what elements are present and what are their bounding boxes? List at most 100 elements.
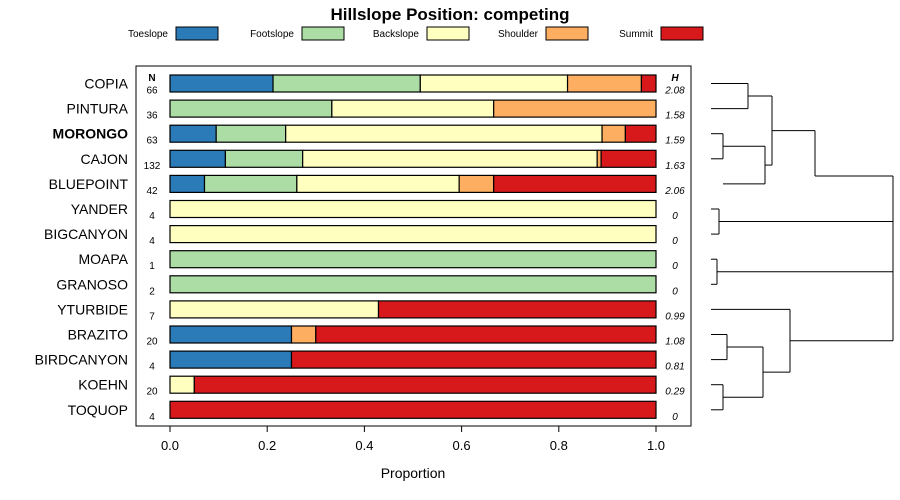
- n-value: 36: [146, 111, 158, 122]
- n-value: 20: [146, 337, 158, 348]
- legend-swatch-summit: [660, 26, 704, 41]
- legend: Toeslope Footslope Backslope Shoulder Summit: [128, 26, 704, 41]
- n-value: 4: [149, 362, 155, 373]
- n-value: 132: [144, 161, 161, 172]
- legend-swatch-shoulder: [545, 26, 589, 41]
- bar-segment-summit: [640, 74, 657, 93]
- bar-segment-toeslope: [169, 74, 274, 93]
- row-yander: YANDER 4 0: [71, 199, 678, 222]
- h-value: 0: [672, 412, 678, 423]
- row-moapa: MOAPA 1 0: [78, 250, 678, 272]
- plot-frame: [135, 65, 692, 427]
- bar-segment-footslope: [169, 99, 333, 118]
- dendrogram: [711, 83, 894, 411]
- row-birdcanyon: BIRDCANYON 4 0.81: [35, 350, 685, 373]
- n-column-header: N: [148, 73, 155, 84]
- x-tick-label: 0.0: [161, 438, 179, 453]
- n-value: 42: [146, 186, 158, 197]
- h-value: 0.29: [665, 387, 685, 398]
- bar-segment-backslope: [169, 375, 195, 394]
- legend-label-shoulder: Shoulder: [498, 29, 539, 40]
- n-value: 63: [146, 136, 158, 147]
- legend-label-summit: Summit: [619, 29, 653, 40]
- bar-segment-summit: [193, 375, 657, 394]
- bar-segment-summit: [600, 149, 657, 168]
- bar-segment-shoulder: [290, 325, 317, 344]
- x-tick-label: 0.6: [453, 438, 471, 453]
- row-bigcanyon: BIGCANYON 4 0: [44, 225, 678, 247]
- row-morongo: MORONGO 63 1.59: [53, 124, 685, 147]
- legend-label-footslope: Footslope: [250, 29, 294, 40]
- n-value: 20: [146, 387, 158, 398]
- legend-swatch-backslope: [426, 26, 470, 41]
- row-copia: COPIA 66 2.08: [84, 74, 685, 97]
- legend-label-toeslope: Toeslope: [128, 29, 168, 40]
- bar-segment-footslope: [272, 74, 421, 93]
- row-granoso: GRANOSO 2 0: [56, 275, 678, 297]
- x-tick-label: 0.8: [550, 438, 568, 453]
- bar-segment-summit: [377, 300, 657, 319]
- series-label: PINTURA: [67, 101, 129, 117]
- series-label: BRAZITO: [68, 327, 129, 343]
- x-axis: 0.0 0.2 0.4 0.6 0.8 1.0: [161, 426, 665, 453]
- bar-segment-backslope: [331, 99, 495, 118]
- bar-segment-summit: [493, 174, 657, 193]
- h-value: 1.08: [665, 337, 685, 348]
- n-value: 2: [149, 286, 155, 297]
- bar-segment-toeslope: [169, 325, 293, 344]
- series-label: MOAPA: [78, 251, 128, 267]
- series-label: BIRDCANYON: [35, 352, 128, 368]
- bar-segment-footslope: [203, 174, 298, 193]
- bar-segment-summit: [169, 400, 657, 419]
- series-label: GRANOSO: [56, 276, 128, 292]
- series-label: YTURBIDE: [57, 301, 128, 317]
- bar-segment-shoulder: [601, 124, 626, 143]
- row-toquop: TOQUOP 4 0: [68, 400, 678, 423]
- series-label: CAJON: [81, 151, 128, 167]
- bar-segment-footslope: [169, 250, 657, 269]
- bar-segment-summit: [290, 350, 657, 369]
- bar-rows: COPIA 66 2.08 PINTURA 36 1.58 MORONGO 63 1.59 CAJ…: [35, 74, 685, 423]
- legend-label-backslope: Backslope: [373, 29, 420, 40]
- n-value: 7: [149, 311, 155, 322]
- row-cajon: CAJON 132 1.63: [81, 149, 685, 172]
- bar-segment-footslope: [169, 275, 657, 294]
- row-bluepoint: BLUEPOINT 42 2.06: [49, 174, 685, 197]
- h-value: 1.59: [665, 136, 685, 147]
- h-value: 0.81: [665, 362, 684, 373]
- legend-swatch-toeslope: [175, 26, 219, 41]
- n-value: 1: [149, 261, 155, 272]
- series-label: COPIA: [84, 76, 128, 92]
- bar-segment-backslope: [302, 149, 598, 168]
- h-value: 2.08: [664, 86, 685, 97]
- h-value: 0: [672, 236, 678, 247]
- series-label: TOQUOP: [68, 402, 128, 418]
- n-value: 66: [146, 86, 158, 97]
- bar-segment-backslope: [169, 199, 657, 219]
- series-label: YANDER: [71, 201, 128, 217]
- bar-segment-shoulder: [493, 99, 657, 118]
- series-label: BLUEPOINT: [49, 176, 129, 192]
- bar-segment-summit: [315, 325, 657, 344]
- row-brazito: BRAZITO 20 1.08: [68, 325, 685, 348]
- bar-segment-backslope: [169, 300, 380, 319]
- h-value: 0.99: [665, 311, 685, 322]
- n-value: 4: [149, 211, 155, 222]
- series-label: BIGCANYON: [44, 226, 128, 242]
- x-axis-title: Proportion: [381, 465, 446, 481]
- x-tick-label: 0.4: [355, 438, 373, 453]
- h-value: 0: [672, 211, 678, 222]
- bar-segment-footslope: [215, 124, 287, 143]
- n-value: 4: [149, 236, 155, 247]
- legend-swatch-footslope: [301, 26, 345, 41]
- x-tick-label: 0.2: [258, 438, 276, 453]
- series-label: MORONGO: [53, 126, 129, 142]
- h-value: 1.58: [665, 111, 685, 122]
- h-column-header: H: [671, 73, 679, 84]
- row-koehn: KOEHN 20 0.29: [78, 375, 685, 398]
- bar-segment-summit: [624, 124, 657, 143]
- series-label: KOEHN: [78, 377, 128, 393]
- bar-segment-backslope: [419, 74, 569, 93]
- h-value: 1.63: [665, 161, 685, 172]
